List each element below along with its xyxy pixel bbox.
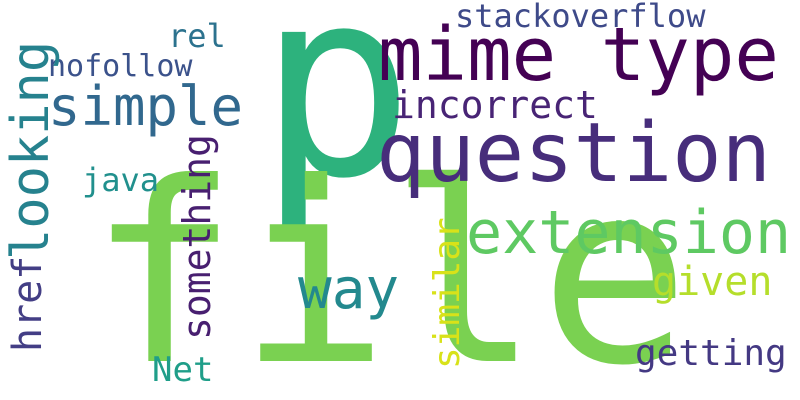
word-given: given [652, 259, 773, 305]
word-rel: rel [168, 17, 226, 55]
word-href: href [5, 255, 51, 352]
word-stackoverflow: stackoverflow [455, 0, 706, 35]
word-looking: looking [1, 40, 61, 260]
word-getting: getting [635, 333, 787, 374]
word-nofollow: nofollow [48, 49, 193, 84]
word-net: Net [152, 350, 214, 390]
word-something: something [175, 134, 219, 340]
word-extension: extension [466, 198, 792, 268]
word-mime-type: mime type [378, 12, 779, 98]
word-question: question [376, 106, 771, 201]
word-java: java [82, 161, 160, 199]
word-file: file [88, 129, 691, 400]
word-simple: simple [48, 75, 244, 138]
word-incorrect: incorrect [392, 83, 598, 127]
word-way: way [298, 257, 400, 322]
word-similar: similar [427, 217, 468, 369]
word-p: p [258, 0, 415, 236]
